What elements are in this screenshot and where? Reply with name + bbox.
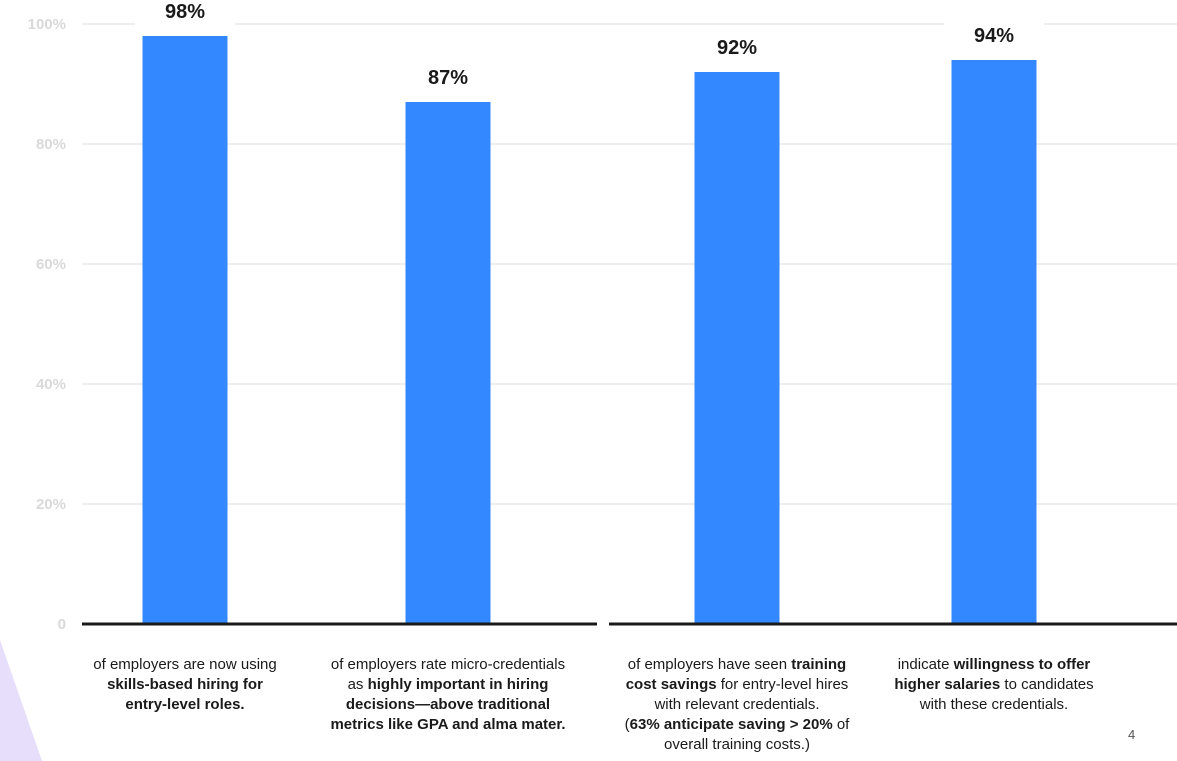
caption-text: with these credentials. — [919, 696, 1069, 713]
bar-2 — [405, 102, 491, 624]
caption-bold-text: highly important in hiring — [367, 676, 549, 693]
y-tick-label-80: 80% — [36, 136, 66, 153]
caption-bold-text: willingness to offer — [953, 656, 1091, 673]
caption-bold-text: 63% anticipate saving > 20% — [629, 716, 833, 733]
bar-value-label-2: 87% — [428, 67, 468, 89]
bar-value-label-1: 98% — [165, 1, 205, 23]
caption-line: overall training costs.) — [604, 735, 870, 755]
y-tick-label-60: 60% — [36, 256, 66, 273]
bar-value-label-3: 92% — [717, 37, 757, 59]
bar-3 — [694, 72, 780, 624]
caption-text: overall training costs.) — [664, 736, 810, 753]
page-number: 4 — [1128, 727, 1136, 742]
caption-text: for entry-level hires — [716, 676, 849, 693]
caption-text: with relevant credentials. — [654, 696, 820, 713]
caption-text: to candidates — [1000, 676, 1094, 693]
corner-triangle — [0, 640, 42, 761]
y-tick-label-0: 0 — [58, 616, 66, 633]
caption-text: of — [832, 716, 850, 733]
caption-line: of employers are now using — [70, 655, 300, 675]
caption-line: (63% anticipate saving > 20% of — [604, 715, 870, 735]
caption-text: ( — [624, 716, 630, 733]
y-tick-label-20: 20% — [36, 496, 66, 513]
caption-text: of employers are now using — [93, 656, 277, 673]
caption-higher-salaries: indicate willingness to offer higher sala… — [872, 655, 1116, 715]
y-tick-label-40: 40% — [36, 376, 66, 393]
caption-text: as — [347, 676, 368, 693]
caption-line: entry-level roles. — [70, 695, 300, 715]
y-tick-label-100: 100% — [28, 16, 66, 33]
caption-line: of employers rate micro-credentials — [308, 655, 588, 675]
caption-text: indicate — [897, 656, 954, 673]
caption-line: higher salaries to candidates — [872, 675, 1116, 695]
caption-bold-text: cost savings — [625, 676, 717, 693]
bar-1 — [142, 36, 228, 624]
caption-bold-text: decisions—above traditional — [345, 696, 551, 713]
caption-line: metrics like GPA and alma mater. — [308, 715, 588, 735]
caption-bold-text: training — [791, 656, 847, 673]
caption-bold-text: metrics like GPA and alma mater. — [330, 716, 566, 733]
caption-skills-based-hiring: of employers are now using skills-based h… — [70, 655, 300, 715]
caption-bold-text: higher salaries — [894, 676, 1001, 693]
caption-line: as highly important in hiring — [308, 675, 588, 695]
caption-micro-credentials-importance: of employers rate micro-credentials as hi… — [308, 655, 588, 735]
caption-line: with these credentials. — [872, 695, 1116, 715]
caption-text: of employers rate micro-credentials — [330, 656, 566, 673]
caption-bold-text: entry-level roles. — [125, 696, 245, 713]
caption-text: of employers have seen — [627, 656, 792, 673]
caption-line: skills-based hiring for — [70, 675, 300, 695]
caption-bold-text: skills-based hiring for — [107, 676, 263, 693]
caption-line: with relevant credentials. — [604, 695, 870, 715]
caption-training-cost-savings: of employers have seen training cost savi… — [604, 655, 870, 755]
caption-line: indicate willingness to offer — [872, 655, 1116, 675]
bar-4 — [951, 60, 1037, 624]
caption-line: decisions—above traditional — [308, 695, 588, 715]
bar-value-label-4: 94% — [974, 25, 1014, 47]
caption-line: of employers have seen training — [604, 655, 870, 675]
caption-line: cost savings for entry-level hires — [604, 675, 870, 695]
